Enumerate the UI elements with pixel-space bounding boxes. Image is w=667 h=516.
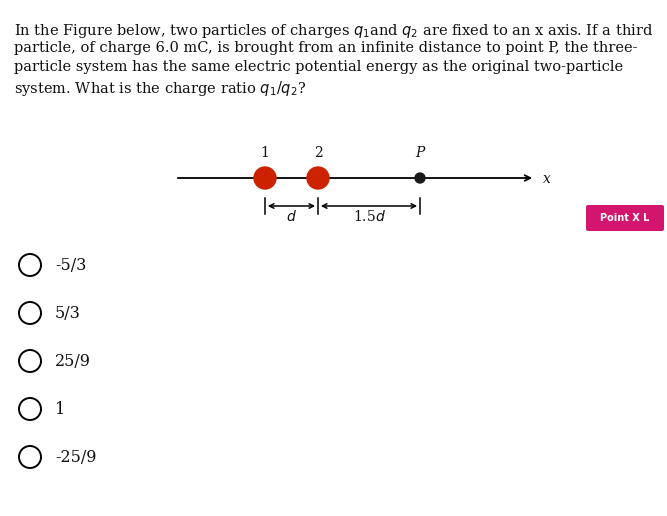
Text: 5/3: 5/3 (55, 305, 81, 322)
Text: system. What is the charge ratio $q_1/q_2$?: system. What is the charge ratio $q_1/q_… (14, 79, 306, 98)
Text: P: P (416, 146, 425, 160)
Text: $d$: $d$ (286, 209, 297, 224)
Text: Point X L: Point X L (600, 213, 650, 223)
Text: 1: 1 (261, 146, 269, 160)
Text: x: x (543, 172, 551, 186)
Circle shape (254, 167, 276, 189)
Circle shape (415, 173, 425, 183)
FancyBboxPatch shape (586, 205, 664, 231)
Text: -5/3: -5/3 (55, 257, 86, 275)
Text: 1.5$d$: 1.5$d$ (353, 209, 386, 224)
Text: In the Figure below, two particles of charges $q_1$and $q_2$ are fixed to an x a: In the Figure below, two particles of ch… (14, 22, 653, 40)
Text: 2: 2 (313, 146, 322, 160)
Text: particle system has the same electric potential energy as the original two-parti: particle system has the same electric po… (14, 60, 623, 74)
Text: 1: 1 (55, 401, 65, 418)
Text: particle, of charge 6.0 mC, is brought from an infinite distance to point P, the: particle, of charge 6.0 mC, is brought f… (14, 41, 638, 55)
Text: 25/9: 25/9 (55, 353, 91, 370)
Circle shape (307, 167, 329, 189)
Text: -25/9: -25/9 (55, 449, 97, 466)
